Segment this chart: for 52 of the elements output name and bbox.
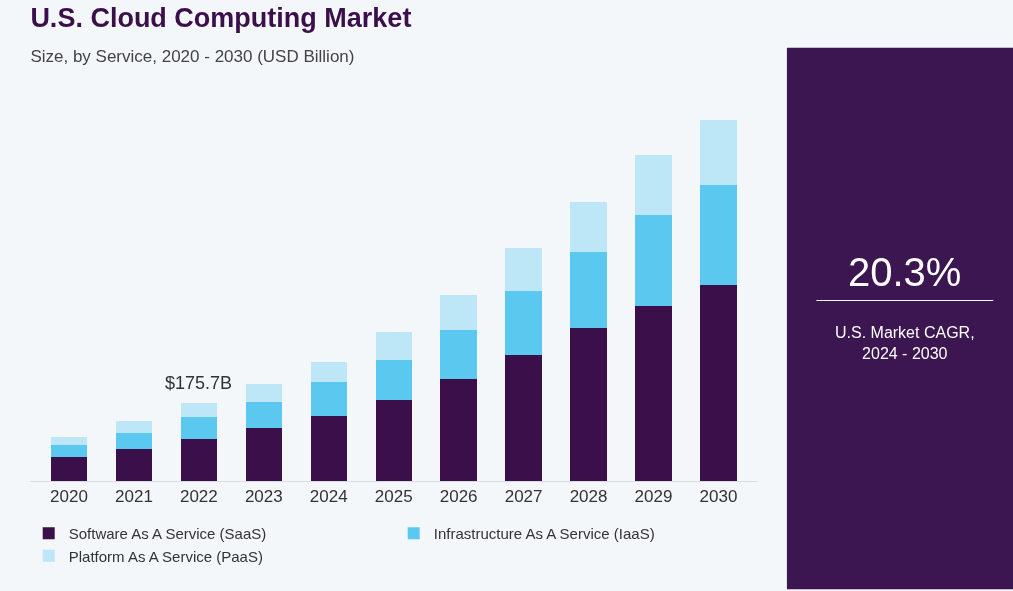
x-tick-label: 2020 [50, 487, 88, 507]
bar [635, 154, 672, 215]
x-tick-label: 2025 [374, 487, 413, 507]
bar [505, 354, 542, 481]
legend-label: Software As A Service (SaaS) [68, 525, 267, 543]
bar [700, 185, 737, 286]
x-tick-label: 2024 [309, 487, 348, 507]
bar [440, 330, 477, 379]
bar [180, 438, 218, 481]
text: 20.3% [848, 250, 962, 294]
bar [310, 415, 347, 481]
bar [375, 360, 412, 401]
bar [50, 445, 88, 457]
text: U.S. Market CAGR, 2024 - 2030 [835, 324, 975, 362]
legend-label: Infrastructure As A Service (IaaS) [433, 525, 655, 543]
bar [635, 214, 672, 307]
bar [440, 294, 477, 331]
bar [310, 362, 347, 383]
bar [115, 432, 153, 449]
legend-label: Platform As A Service (PaaS) [68, 547, 263, 565]
bar [570, 328, 607, 481]
x-tick-label: 2028 [569, 487, 608, 507]
bar [375, 400, 412, 481]
bar [245, 428, 282, 481]
bar [180, 403, 218, 417]
bar [115, 448, 153, 481]
x-tick-label: 2029 [634, 487, 673, 507]
x-tick-label: 2023 [244, 487, 283, 507]
chart-title: U.S. Cloud Computing Market [30, 2, 412, 33]
bar [50, 456, 88, 481]
x-tick-label: 2022 [179, 487, 218, 507]
x-tick-label: 2027 [504, 487, 543, 507]
bar [570, 252, 607, 329]
bar [505, 291, 542, 355]
bar [115, 421, 153, 433]
bar [50, 436, 88, 446]
bar [700, 285, 737, 481]
bar [570, 201, 607, 253]
bar [245, 401, 282, 429]
bar [505, 248, 542, 292]
x-tick-label: 2026 [439, 487, 478, 507]
chart-subtitle: Size, by Service, 2020 - 2030 (USD Billion) [30, 46, 355, 66]
bar [440, 378, 477, 481]
annotation: $175.7B [165, 373, 233, 393]
x-tick-label: 2021 [115, 487, 153, 507]
bar [375, 331, 412, 361]
x-tick-label: 2030 [699, 487, 738, 507]
bar [180, 416, 218, 439]
bar [635, 306, 672, 481]
bar [245, 383, 282, 402]
bar [310, 382, 347, 416]
bar [700, 120, 737, 186]
